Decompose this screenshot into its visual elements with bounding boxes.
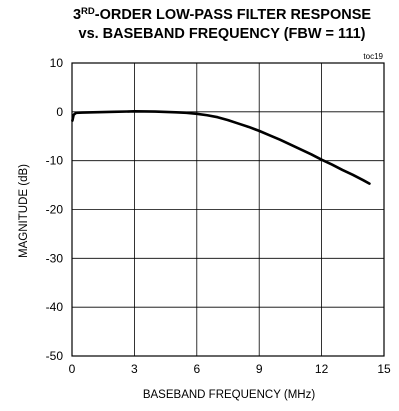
- chart-title-line2: vs. BASEBAND FREQUENCY (FBW = 111): [79, 26, 366, 42]
- y-tick-label: -10: [46, 154, 64, 168]
- series-group: [71, 110, 371, 185]
- y-tick-label: -50: [46, 349, 64, 363]
- y-tick-label: -20: [46, 203, 64, 217]
- x-tick-label: 9: [256, 362, 263, 376]
- y-tick-label: 10: [50, 56, 64, 70]
- x-tick-label: 6: [193, 362, 200, 376]
- y-tick-labels: 10 0 -10 -20 -30 -40 -50: [46, 56, 64, 363]
- x-tick-label: 15: [377, 362, 391, 376]
- series-line: [71, 110, 371, 185]
- y-tick-label: -40: [46, 300, 64, 314]
- x-tick-label: 12: [315, 362, 329, 376]
- x-tick-label: 3: [131, 362, 138, 376]
- y-axis-label: MAGNITUDE (dB): [18, 164, 30, 258]
- grid: [71, 62, 385, 357]
- y-tick-label: -30: [46, 251, 64, 265]
- plot-frame: [71, 62, 385, 357]
- x-tick-labels: 0 3 6 9 12 15: [69, 362, 391, 376]
- figure-tag: toc19: [363, 52, 383, 61]
- x-axis-label: BASEBAND FREQUENCY (MHz): [143, 389, 315, 401]
- x-tick-label: 0: [69, 362, 76, 376]
- y-tick-label: 0: [56, 105, 63, 119]
- chart-title-line1: 3RD-ORDER LOW-PASS FILTER RESPONSE: [73, 6, 371, 23]
